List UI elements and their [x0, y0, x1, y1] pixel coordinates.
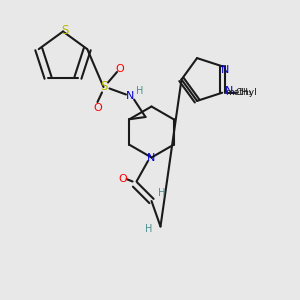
Text: O: O [118, 173, 127, 184]
Text: CH₃: CH₃ [236, 88, 252, 97]
Text: S: S [100, 80, 107, 94]
Text: N: N [147, 153, 156, 163]
Text: O: O [116, 64, 124, 74]
Text: N: N [126, 91, 135, 101]
Text: H: H [136, 86, 143, 97]
Text: O: O [93, 103, 102, 113]
Text: H: H [158, 188, 166, 199]
Text: methyl: methyl [225, 88, 257, 97]
Text: N: N [221, 65, 230, 75]
Text: S: S [61, 23, 68, 37]
Text: N: N [225, 86, 233, 96]
Text: H: H [145, 224, 152, 235]
